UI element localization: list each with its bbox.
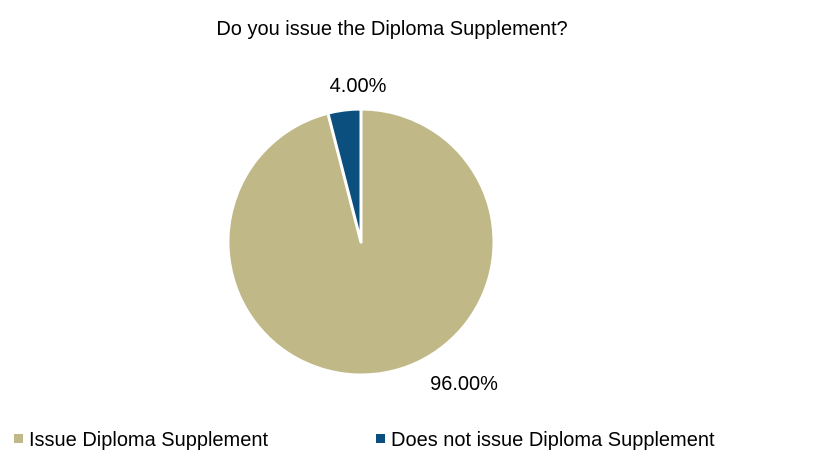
pie-slices — [226, 107, 496, 377]
legend-marker-does-not-issue-diploma-supplement — [376, 434, 385, 443]
pie-slice-does-not-issue-diploma-supplement — [326, 107, 363, 244]
legend-item-does-not-issue-diploma-supplement: Does not issue Diploma Supplement — [376, 429, 715, 451]
legend-marker-issue-diploma-supplement — [14, 434, 23, 443]
chart-title: Do you issue the Diploma Supplement? — [216, 18, 567, 40]
data-label-does-not-issue-diploma-supplement: 4.00% — [330, 75, 387, 97]
legend-item-issue-diploma-supplement: Issue Diploma Supplement — [14, 429, 268, 451]
legend: Issue Diploma Supplement Does not issue D… — [14, 429, 715, 451]
legend-label-does-not-issue-diploma-supplement: Does not issue Diploma Supplement — [391, 429, 715, 451]
data-labels: 96.00% 4.00% — [330, 75, 498, 395]
legend-label-issue-diploma-supplement: Issue Diploma Supplement — [29, 429, 268, 451]
data-label-issue-diploma-supplement: 96.00% — [430, 373, 498, 395]
